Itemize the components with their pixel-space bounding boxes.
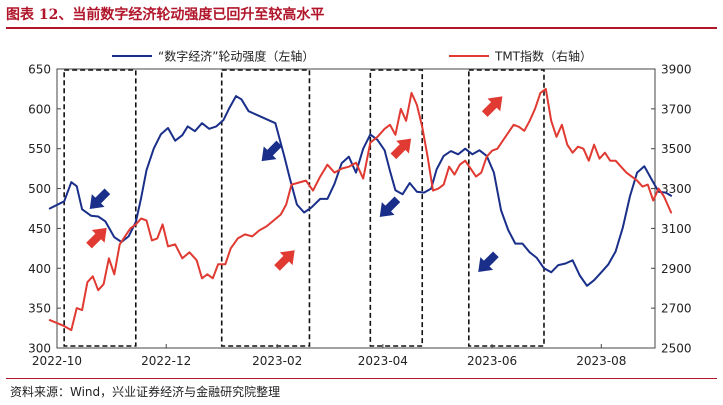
left-axis-tick-label: 650 — [28, 63, 51, 77]
arrow-shape — [89, 188, 111, 209]
legend: “数字经济”轮动强度（左轴） TMT指数（右轴） — [112, 49, 592, 64]
left-axis-tick-label: 350 — [28, 302, 51, 316]
legend-label: TMT指数（右轴） — [494, 49, 592, 64]
x-axis-tick-label: 2023-06 — [467, 354, 517, 368]
down-arrow-icon — [261, 140, 283, 162]
source-note: 资料来源：Wind，兴业证券经济与金融研究院整理 — [10, 385, 281, 399]
series-lines — [48, 87, 673, 332]
left-axis-tick-label: 450 — [28, 222, 51, 236]
left-axis-tick-label: 400 — [28, 262, 51, 276]
highlight-frame — [369, 69, 424, 347]
title-rule — [6, 27, 717, 29]
right-axis-tick-label: 3100 — [661, 222, 692, 236]
highlight-frame — [220, 69, 311, 347]
arrow-shape — [379, 196, 401, 217]
right-axis-tick-label: 3700 — [661, 102, 692, 116]
digital-economy-rotation-line — [48, 95, 673, 287]
x-axis-tick-label: 2022-10 — [32, 354, 82, 368]
down-arrow-icon — [89, 188, 111, 209]
down-arrow-icon — [478, 251, 499, 272]
axes: 300 350 400 450 500 550 600 650 2500 2700 2900 3100… — [28, 63, 691, 369]
right-axis-tick-label: 3500 — [661, 142, 692, 156]
left-axis-tick-label: 300 — [28, 342, 51, 356]
arrow-shape — [390, 138, 412, 160]
up-arrow-icon — [86, 227, 107, 249]
arrow-shape — [478, 251, 499, 272]
right-axis-tick-label: 3900 — [661, 63, 692, 77]
highlight-frame — [467, 69, 545, 347]
right-axis-tick-label: 2500 — [661, 342, 692, 356]
x-axis-tick-label: 2023-02 — [252, 354, 302, 368]
left-axis-tick-label: 500 — [28, 182, 51, 196]
right-axis-tick-label: 2700 — [661, 302, 692, 316]
arrow-shape — [274, 250, 295, 271]
source-rule — [6, 378, 717, 379]
right-axis-tick-label: 2900 — [661, 262, 692, 276]
legend-label: “数字经济”轮动强度（左轴） — [158, 49, 314, 64]
x-axis-tick-label: 2023-04 — [358, 354, 408, 368]
highlight-frames — [63, 69, 545, 347]
arrow-shape — [261, 140, 283, 162]
plot-area-border — [56, 68, 656, 349]
tmt-index-line — [48, 87, 673, 332]
line-chart: 300 350 400 450 500 550 600 650 2500 2700 2900 3100… — [28, 49, 691, 369]
trend-arrows — [86, 96, 503, 272]
down-arrow-icon — [379, 196, 401, 217]
arrow-shape — [481, 96, 503, 117]
arrow-shape — [86, 227, 107, 249]
left-axis-tick-label: 550 — [28, 142, 51, 156]
x-axis-tick-label: 2022-12 — [141, 354, 191, 368]
up-arrow-icon — [390, 138, 412, 160]
right-axis-tick-label: 3300 — [661, 182, 692, 196]
up-arrow-icon — [481, 96, 503, 117]
x-axis-tick-label: 2023-08 — [576, 354, 626, 368]
left-axis-tick-label: 600 — [28, 102, 51, 116]
highlight-frame — [63, 69, 137, 347]
up-arrow-icon — [274, 250, 295, 271]
figure-title: 图表 12、当前数字经济轮动强度已回升至较高水平 — [6, 7, 325, 23]
